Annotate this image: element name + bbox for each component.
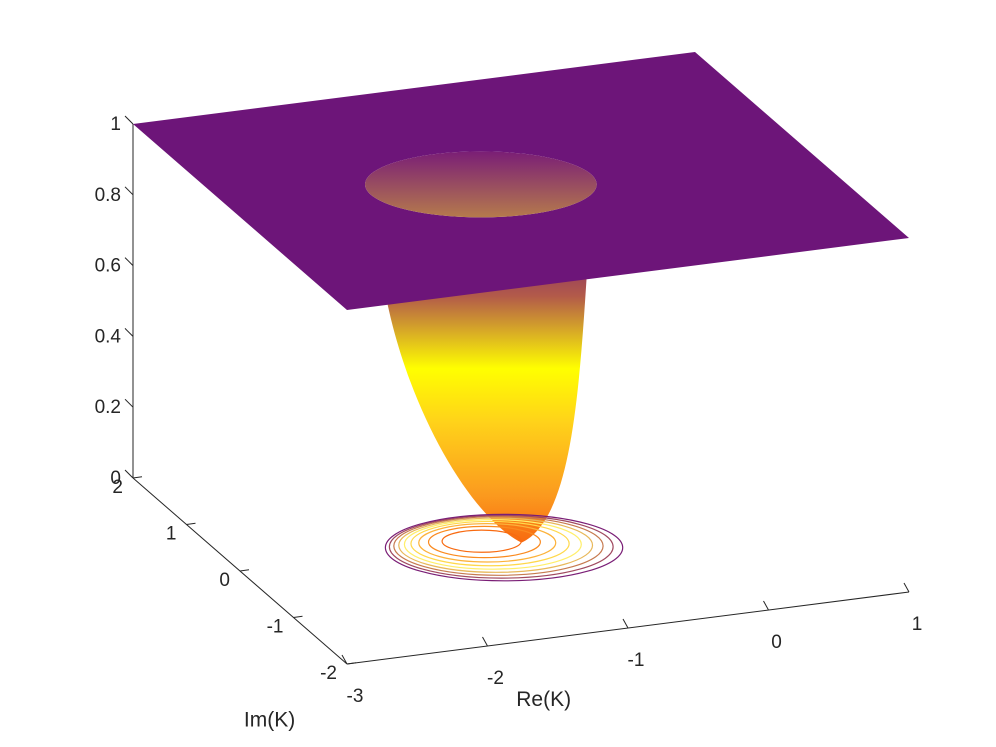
x-tick: [622, 618, 629, 629]
z-tick: [124, 186, 134, 196]
z-tick: [124, 469, 134, 479]
z-tick-label: 0: [110, 468, 121, 489]
z-tick-label: 1: [110, 114, 121, 135]
y-axis-label: Im(K): [244, 708, 295, 731]
z-tick-label: 0.8: [95, 185, 121, 206]
tick-labels: 0 0.2 0.4 0.6 0.8 1 -2 -1 0 1 2 -3 -2 -1 0 1: [95, 114, 923, 707]
z-tick-label: 0.6: [95, 256, 121, 277]
contour-line: [418, 523, 557, 563]
well-body: [377, 226, 590, 543]
x-tick: [903, 582, 910, 593]
y-tick: [293, 615, 303, 618]
y-tick: [132, 476, 143, 479]
x-tick-label: -3: [347, 686, 364, 707]
y-tick-label: -2: [320, 663, 337, 684]
plateau-plane: [133, 52, 909, 310]
surface-plateau: [133, 52, 909, 310]
x-tick: [341, 654, 348, 665]
contour-line: [427, 525, 541, 559]
x-tick: [763, 600, 769, 611]
contour-line: [403, 519, 582, 570]
contour-line: [388, 514, 614, 579]
well-opening: [365, 151, 597, 218]
y-tick-label: 0: [219, 570, 230, 591]
z-tick: [124, 398, 134, 408]
x-axis-label: Re(K): [516, 688, 571, 711]
contour-line: [384, 513, 624, 582]
contour-line: [393, 516, 604, 576]
z-tick: [124, 115, 134, 125]
y-tick-label: 1: [166, 524, 177, 545]
contour-line: [398, 517, 594, 573]
contour-lines: [384, 513, 624, 582]
surface-well: [377, 226, 590, 543]
z-tick: [124, 257, 134, 266]
x-tick: [482, 636, 488, 647]
axes: [124, 115, 910, 665]
y-tick-label: 2: [112, 477, 123, 498]
y-tick: [186, 522, 196, 525]
x-tick-label: 1: [912, 614, 923, 635]
z-tick-label: 0.4: [95, 326, 122, 347]
contour-line: [410, 520, 570, 567]
contour-line: [441, 529, 522, 553]
y-tick: [239, 569, 250, 572]
y-tick-label: -1: [267, 617, 284, 638]
x-tick-label: 0: [771, 632, 782, 653]
x-tick-label: -1: [628, 650, 645, 671]
z-tick: [124, 328, 134, 337]
x-tick-label: -2: [487, 668, 504, 689]
y-tick: [346, 662, 357, 665]
z-tick-label: 0.2: [95, 397, 121, 418]
